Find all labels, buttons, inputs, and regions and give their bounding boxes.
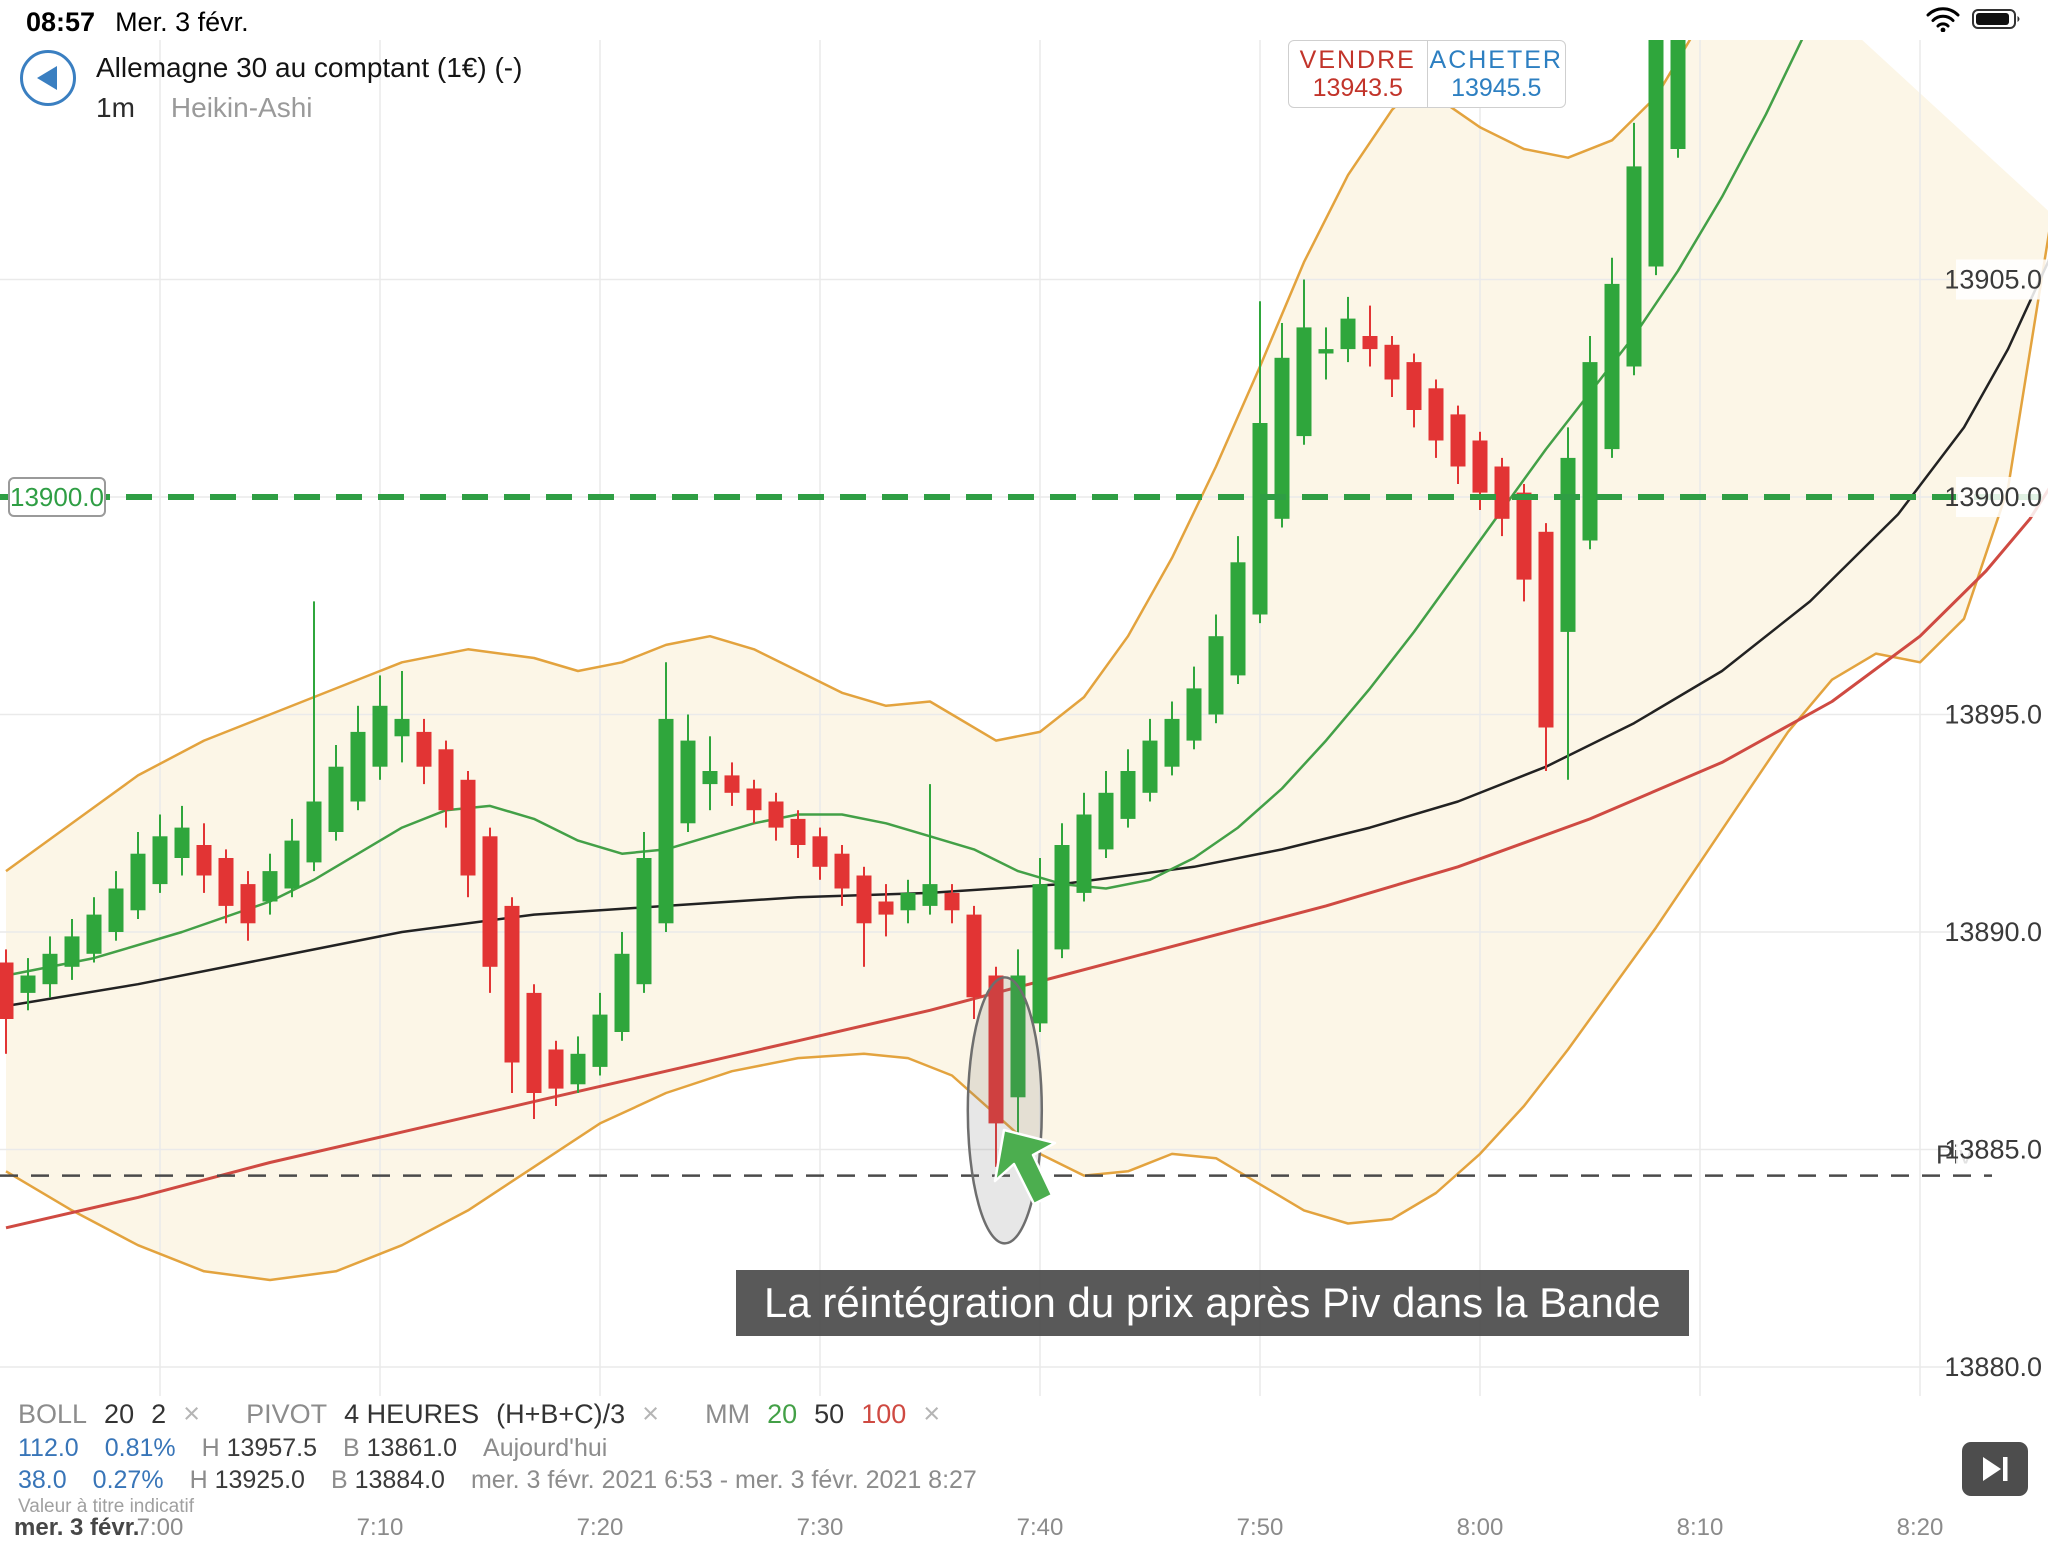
chart-style-selector[interactable]: Heikin-Ashi [170,92,313,123]
back-arrow-icon [36,66,57,90]
sell-button[interactable]: VENDRE 13943.5 [1289,41,1428,107]
svg-text:13905.0: 13905.0 [1944,265,2042,295]
view-high-label: H [189,1466,208,1494]
indicator-pivot[interactable]: PIVOT 4 HEURES (H+B+C)/3 × [246,1398,659,1431]
boll-label: BOLL [18,1399,88,1429]
view-range-label: mer. 3 févr. 2021 6:53 - mer. 3 févr. 20… [470,1466,977,1494]
day-change-pct: 0.81% [104,1434,176,1462]
svg-text:13890.0: 13890.0 [1944,917,2042,947]
price-axis-labels: 13905.0 13900.0 13895.0 13890.0 13885.0 13880… [1944,259,2048,1387]
time-tick-label: 7:50 [1236,1514,1284,1541]
skip-to-end-icon [1983,1457,2008,1481]
time-tick-label: 7:10 [356,1514,404,1541]
green-arrow-icon [993,1128,1057,1206]
boll-dev: 2 [151,1399,167,1429]
chart-canvas[interactable]: Piv13905.013900.013895.013890.013885.013… [0,40,2048,1396]
indicator-panel: BOLL 20 2 × PIVOT 4 HEURES (H+B+C)/3 × M… [0,1396,2048,1541]
boll-remove-icon[interactable]: × [183,1398,201,1430]
bollinger-upper-line [5,40,1692,873]
view-low: 13884.0 [354,1466,445,1494]
pivot-formula: (H+B+C)/3 [496,1399,626,1429]
highlight-ellipse [966,976,1044,1245]
status-date: Mer. 3 févr. [115,6,249,37]
bollinger-lower-line [5,231,2048,1282]
buy-label: ACHETER [1429,46,1563,74]
svg-text:13885.0: 13885.0 [1944,1135,2042,1165]
mm-50: 50 [814,1399,845,1429]
time-tick-label: 8:00 [1456,1514,1504,1541]
trade-ticket: VENDRE 13943.5 ACHETER 13945.5 [1288,40,1566,108]
status-bar: 08:57 Mer. 3 févr. [0,0,2048,42]
day-range-label: Aujourd'hui [483,1434,608,1462]
day-high: 13957.5 [226,1434,317,1462]
view-change: 38.0 [18,1466,67,1494]
svg-text:13880.0: 13880.0 [1944,1352,2042,1382]
indicator-mm[interactable]: MM 20 50 100 × [705,1398,940,1431]
view-change-pct: 0.27% [92,1466,164,1494]
stats-row-today: 112.0 0.81% H 13957.5 B 13861.0 Aujourd'… [18,1434,607,1463]
annotation-caption: La réintégration du prix après Piv dans … [736,1270,1689,1336]
pivot-remove-icon[interactable]: × [642,1398,660,1430]
go-to-latest-button[interactable] [1962,1442,2028,1496]
day-low: 13861.0 [366,1434,458,1462]
back-button[interactable] [20,50,76,106]
svg-text:13900.0: 13900.0 [1944,482,2042,512]
candles-layer [0,40,1686,1167]
stats-row-view: 38.0 0.27% H 13925.0 B 13884.0 mer. 3 fé… [18,1466,977,1495]
time-axis: mer. 3 févr. 7:00 7:10 7:20 7:30 7:40 7:50 8:0… [0,1514,2048,1544]
mm20-line [5,40,1804,977]
buy-button[interactable]: ACHETER 13945.5 [1428,41,1566,107]
status-time: 08:57 [26,6,96,37]
mm-20: 20 [767,1399,798,1429]
battery-icon [1972,7,2022,38]
time-tick-label: 8:20 [1896,1514,1944,1541]
timeframe-selector[interactable]: 1m [96,92,135,123]
mm-remove-icon[interactable]: × [923,1398,941,1430]
sell-price: 13943.5 [1312,74,1403,102]
time-tick-label: 8:10 [1676,1514,1724,1541]
indicator-boll[interactable]: BOLL 20 2 × [18,1398,200,1431]
price-chart[interactable]: Piv 13905.0 13900.0 13895.0 13890.0 13885.0 13… [0,40,2048,1396]
pivot-label: PIVOT [246,1399,328,1429]
disclaimer: Valeur à titre indicatif [18,1496,195,1517]
mm50-line [5,259,2048,1008]
view-high: 13925.0 [214,1466,305,1494]
time-tick-label: 7:40 [1016,1514,1064,1541]
buy-price: 13945.5 [1451,74,1542,102]
day-high-label: H [201,1434,220,1462]
price-level-tag: 13900.0 [8,477,106,517]
day-low-label: B [343,1434,360,1462]
instrument-title: Allemagne 30 au comptant (1€) (-) [96,52,523,83]
view-low-label: B [330,1466,348,1494]
day-change: 112.0 [18,1434,79,1462]
time-tick-label: 7:20 [576,1514,624,1541]
mm-label: MM [705,1399,751,1429]
boll-period: 20 [104,1399,135,1429]
axis-date-label: mer. 3 févr. [14,1514,140,1541]
time-tick-label: 7:00 [136,1514,184,1541]
time-tick-label: 7:30 [796,1514,844,1541]
svg-text:13895.0: 13895.0 [1944,700,2042,730]
mm100-line [5,487,2048,1230]
pivot-period: 4 HEURES [344,1399,480,1429]
wifi-icon [1926,6,1960,39]
mm-100: 100 [861,1399,907,1429]
chart-header: Allemagne 30 au comptant (1€) (-) 1m Hei… [20,50,522,124]
sell-label: VENDRE [1299,46,1416,74]
